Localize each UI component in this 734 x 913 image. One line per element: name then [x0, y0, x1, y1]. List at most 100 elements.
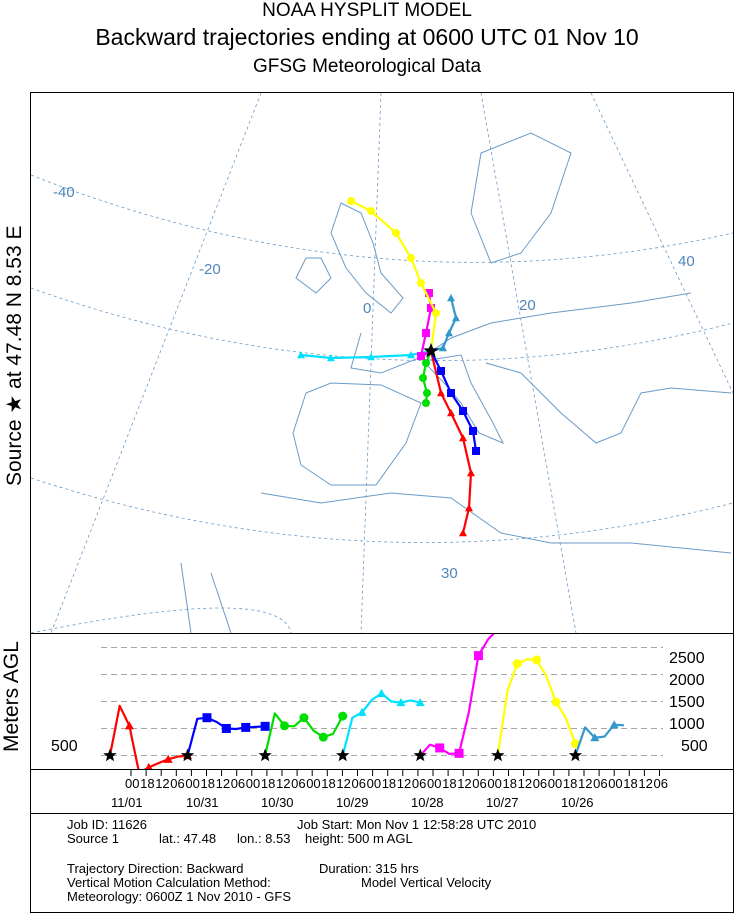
- height-series-start-star-2: [258, 748, 272, 762]
- job-start: Job Start: Mon Nov 1 12:58:28 UTC 2010: [297, 817, 537, 832]
- lon-label-40: 40: [678, 253, 695, 270]
- date-label-5: 10/27: [486, 795, 519, 810]
- hour-label-14: 12: [336, 776, 350, 791]
- hour-label-33: 18: [623, 776, 637, 791]
- time-ticks: [130, 770, 660, 776]
- map-trajectory-point-5-4: [392, 229, 400, 237]
- hour-label-26: 12: [518, 776, 532, 791]
- map-trajectory-point-2-4: [422, 399, 430, 407]
- hour-label-25: 18: [503, 776, 517, 791]
- map-trajectory-point-6-4: [447, 294, 455, 302]
- lat-label-30: 30: [441, 565, 458, 582]
- meteorology: Meteorology: 0600Z 1 Nov 2010 - GFS: [67, 889, 292, 904]
- height-series-point-0-4: [144, 762, 154, 771]
- height-series-point-5-2: [512, 659, 522, 669]
- map-svg: -40 -20 0 20 40 30: [30, 92, 734, 634]
- height-series-start-star-5: [491, 748, 505, 762]
- hour-label-8: 00: [246, 776, 260, 791]
- map-trajectory-point-1-3: [459, 407, 467, 415]
- hour-label-23: 06: [472, 776, 486, 791]
- height-series-point-5-6: [551, 697, 561, 707]
- hour-label-31: 06: [593, 776, 607, 791]
- date-label-3: 10/29: [336, 795, 369, 810]
- height-series-point-4-2: [435, 743, 445, 753]
- time-axis-panel: 00 18 12 06 00 18 12 06 00 18 12 06 00 18 12 06 00 18 12 06…: [30, 769, 734, 814]
- map-trajectory-point-5-6: [347, 197, 355, 205]
- source-lon: lon.: 8.53: [237, 831, 291, 846]
- map-trajectory-point-5-5: [367, 207, 375, 215]
- hour-label-28: 00: [548, 776, 562, 791]
- height-series-start-star-1: [180, 748, 195, 762]
- map-trajectory-point-1-5: [472, 447, 480, 455]
- hour-label-29: 18: [563, 776, 577, 791]
- map-trajectory-5: [350, 200, 438, 352]
- height-profile-panel: 2500 2000 1500 1000 500 500: [30, 624, 734, 774]
- map-trajectory-point-0-6: [459, 529, 467, 537]
- map-trajectory-point-5-1: [432, 309, 440, 317]
- height-series-line-0: [108, 704, 188, 774]
- height-series-start-star-6: [568, 748, 583, 762]
- map-trajectory-point-0-2: [447, 409, 455, 417]
- map-trajectory-point-3-4: [297, 351, 305, 359]
- graticule-labels: -40 -20 0 20 40 30: [53, 184, 695, 582]
- height-series-point-1-6: [241, 722, 251, 732]
- height-series-line-5: [496, 658, 577, 756]
- hour-label-6: 12: [216, 776, 230, 791]
- graticule-lon-20: [480, 92, 577, 634]
- hour-label-34: 12: [638, 776, 652, 791]
- map-trajectory-point-3-2: [367, 353, 375, 361]
- coast-ireland: [295, 257, 332, 294]
- coast-north-europe: [350, 292, 692, 374]
- height-series-line-1: [186, 716, 266, 756]
- hour-label-30: 12: [578, 776, 592, 791]
- map-trajectory-point-6-2: [445, 329, 453, 337]
- source-location-label: Source ★ at 47.48 N 8.53 E: [3, 225, 26, 486]
- hour-label-17: 18: [382, 776, 396, 791]
- height-series-point-1-8: [260, 721, 270, 731]
- map-trajectory-point-3-1: [407, 351, 415, 359]
- hour-label-5: 18: [201, 776, 215, 791]
- height-series-point-5-4: [532, 655, 542, 665]
- hour-label-1: 18: [140, 776, 154, 791]
- lon-label-m20: -20: [199, 261, 221, 278]
- lon-label-0: 0: [363, 300, 371, 317]
- height-series-point-2-6: [318, 732, 328, 742]
- hour-label-15: 06: [352, 776, 366, 791]
- date-label-4: 10/28: [411, 795, 444, 810]
- height-series-point-4-4: [454, 748, 464, 758]
- height-gridlines: [101, 647, 663, 756]
- trajectory-title: Backward trajectories ending at 0600 UTC…: [95, 24, 639, 50]
- hour-label-19: 06: [412, 776, 426, 791]
- hour-label-16: 00: [367, 776, 381, 791]
- graticule-lat-50: [30, 287, 734, 362]
- graticule-lon-40: [590, 92, 734, 394]
- map-source-star: [423, 343, 439, 358]
- hour-label-7: 06: [231, 776, 245, 791]
- height-series-line-6: [574, 723, 624, 756]
- hour-label-13: 18: [321, 776, 335, 791]
- coast-north-africa: [260, 492, 732, 554]
- map-trajectory-0: [429, 350, 473, 534]
- met-data-title: GFSG Meteorological Data: [252, 56, 482, 77]
- map-trajectory-point-3-3: [327, 354, 335, 362]
- time-axis: 00 18 12 06 00 18 12 06 00 18 12 06 00 18 12 06 00 18 12 06…: [111, 770, 668, 810]
- hour-label-2: 12: [155, 776, 169, 791]
- map-trajectory-point-4-2: [422, 329, 430, 337]
- map-trajectory-point-2-3: [423, 389, 431, 397]
- hour-label-35: 06: [654, 776, 668, 791]
- height-tick-labels: 2500 2000 1500 1000 500 500: [51, 650, 708, 755]
- trajectory-duration: Duration: 315 hrs: [319, 861, 419, 876]
- coast-britain: [330, 202, 404, 314]
- hour-label-20: 00: [427, 776, 441, 791]
- map-trajectory-point-1-1: [437, 367, 445, 375]
- height-series-start-star-4: [413, 748, 427, 762]
- map-trajectory-point-2-1: [422, 359, 430, 367]
- map-trajectory-point-5-3: [407, 254, 415, 262]
- tick-label-500-right: 500: [681, 738, 708, 755]
- height-series-point-1-4: [221, 724, 231, 733]
- graticule-lat-40: [30, 477, 734, 543]
- height-series-point-3-4: [376, 688, 386, 697]
- height-series-point-3-8: [415, 698, 425, 707]
- trajectory-map: -40 -20 0 20 40 30: [30, 92, 734, 634]
- hour-label-11: 06: [291, 776, 305, 791]
